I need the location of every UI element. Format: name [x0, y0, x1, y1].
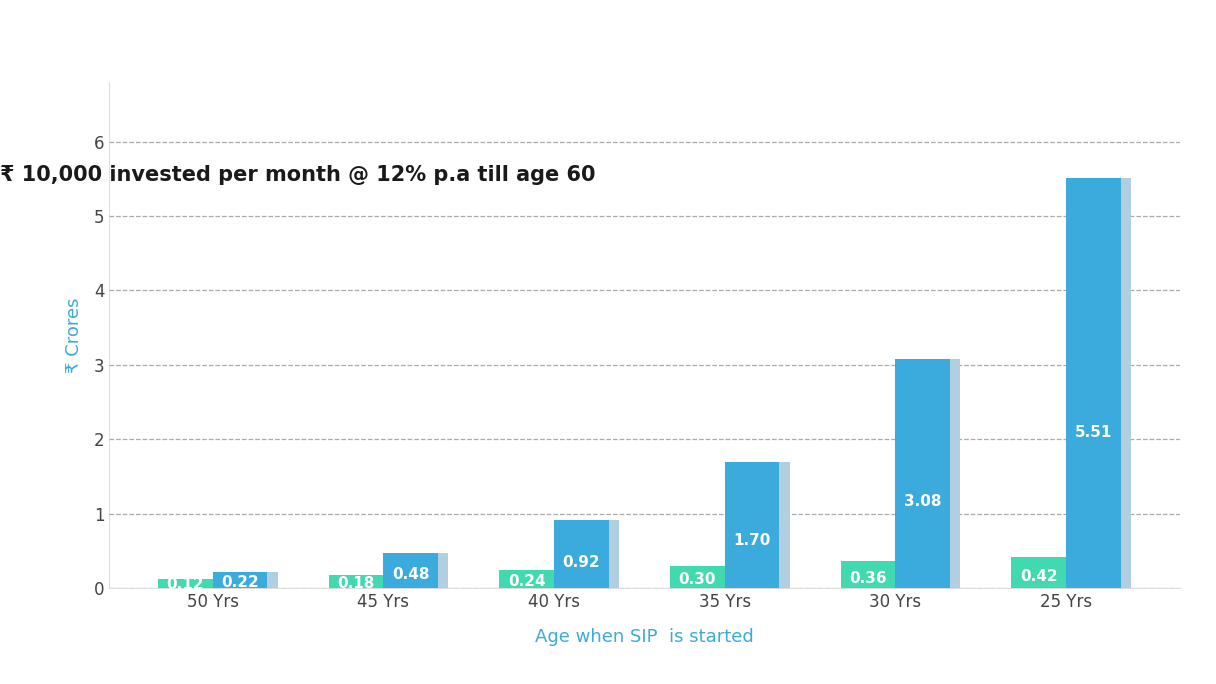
- Text: 1.70: 1.70: [733, 533, 771, 548]
- Bar: [1066, 178, 1121, 588]
- Text: 5.51: 5.51: [1075, 425, 1111, 440]
- Bar: [394, 553, 449, 588]
- Bar: [895, 359, 950, 588]
- Text: 0.12: 0.12: [167, 577, 204, 592]
- Bar: [500, 570, 554, 588]
- Bar: [734, 462, 789, 588]
- Text: 0.22: 0.22: [221, 575, 259, 590]
- Text: ₹ 10,000 invested per month @ 12% p.a till age 60: ₹ 10,000 invested per month @ 12% p.a ti…: [0, 165, 596, 185]
- X-axis label: Age when SIP  is started: Age when SIP is started: [535, 628, 754, 646]
- Text: 0.48: 0.48: [392, 567, 429, 582]
- Bar: [725, 462, 779, 588]
- Text: 0.24: 0.24: [508, 574, 546, 589]
- Bar: [670, 566, 725, 588]
- Text: 0.36: 0.36: [849, 570, 886, 586]
- Bar: [554, 520, 609, 588]
- Bar: [1012, 557, 1066, 588]
- Bar: [906, 359, 961, 588]
- Bar: [223, 572, 277, 588]
- Y-axis label: ₹ Crores: ₹ Crores: [64, 298, 83, 373]
- Text: 0.92: 0.92: [563, 555, 601, 570]
- Bar: [383, 553, 438, 588]
- Text: 0.30: 0.30: [679, 573, 716, 588]
- Bar: [328, 575, 383, 588]
- Text: 0.18: 0.18: [337, 576, 375, 591]
- Bar: [1076, 178, 1131, 588]
- Bar: [213, 572, 268, 588]
- Bar: [564, 520, 619, 588]
- Text: 0.42: 0.42: [1020, 569, 1058, 584]
- Bar: [840, 562, 895, 588]
- Text: 3.08: 3.08: [903, 494, 941, 509]
- Bar: [158, 579, 213, 588]
